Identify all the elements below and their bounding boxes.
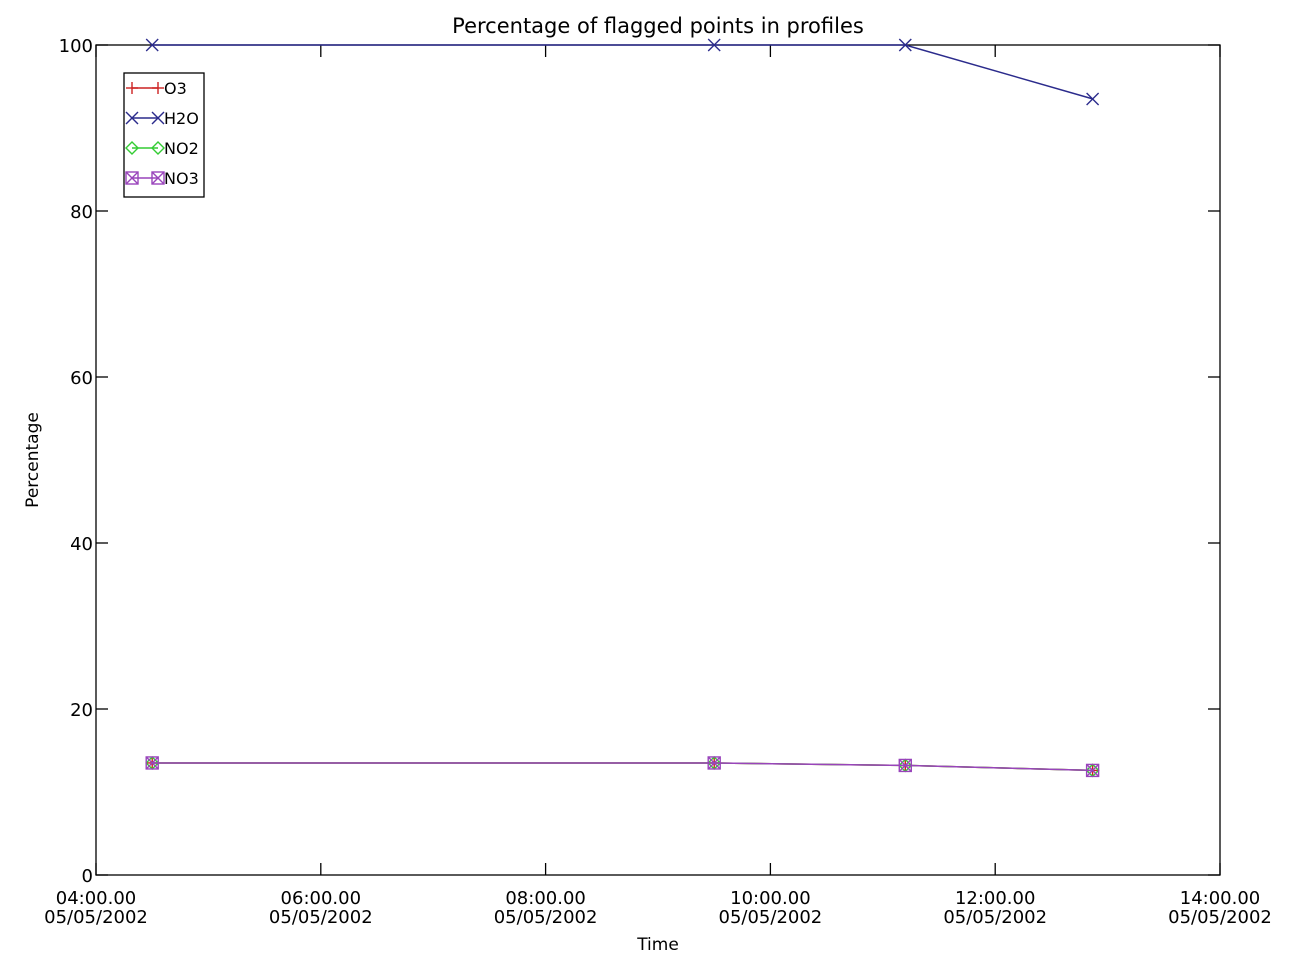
x-tick-date-label: 05/05/2002	[44, 907, 148, 928]
x-tick-date-label: 05/05/2002	[719, 907, 823, 928]
legend-label: H2O	[164, 109, 199, 128]
y-tick-label: 80	[70, 202, 93, 223]
x-ticks: 04:00.0005/05/200206:00.0005/05/200208:0…	[44, 45, 1272, 928]
x-tick-time-label: 04:00.00	[56, 888, 137, 909]
data-point-h2o	[1086, 92, 1100, 106]
legend-marker-right	[151, 141, 165, 155]
legend-marker-left	[125, 171, 139, 185]
data-point-h2o	[707, 38, 721, 52]
y-tick-label: 40	[70, 534, 93, 555]
x-tick-time-label: 10:00.00	[730, 888, 811, 909]
legend-item-h2o: H2O	[125, 109, 199, 128]
x-tick-date-label: 05/05/2002	[1168, 907, 1272, 928]
legend-marker-right	[151, 171, 165, 185]
series-layer	[145, 38, 1100, 778]
legend-item-no2: NO2	[125, 139, 199, 158]
y-tick-label: 0	[82, 866, 93, 887]
x-tick-time-label: 08:00.00	[505, 888, 586, 909]
legend-marker-left	[125, 141, 139, 155]
legend-marker-right	[152, 82, 164, 94]
series-line-no3	[152, 762, 1093, 772]
data-point-no3	[1085, 763, 1100, 778]
data-point-no3	[145, 756, 159, 770]
x-tick-time-label: 12:00.00	[955, 888, 1036, 909]
legend-item-o3: O3	[126, 79, 187, 98]
legend-marker-left	[125, 111, 139, 125]
legend: O3 H2O NO2 NO3	[123, 72, 205, 198]
y-axis-label: Percentage	[23, 412, 43, 508]
y-tick-label: 60	[70, 368, 93, 389]
legend-label: NO2	[164, 139, 199, 158]
y-tick-label: 100	[59, 36, 93, 57]
data-point-h2o	[898, 38, 912, 52]
y-ticks: 0 20 40 60 80 100	[59, 36, 1220, 887]
x-tick-date-label: 05/05/2002	[943, 907, 1047, 928]
chart-title: Percentage of flagged points in profiles	[452, 14, 864, 38]
legend-item-no3: NO3	[125, 169, 199, 188]
legend-marker-right	[151, 111, 165, 125]
y-tick-label: 20	[70, 700, 93, 721]
series-h2o	[145, 38, 1100, 106]
x-tick-time-label: 06:00.00	[281, 888, 362, 909]
legend-label: NO3	[164, 169, 199, 188]
x-tick-date-label: 05/05/2002	[494, 907, 598, 928]
x-tick-time-label: 14:00.00	[1180, 888, 1261, 909]
series-no3	[145, 756, 1100, 778]
data-point-h2o	[145, 38, 159, 52]
series-line-h2o	[152, 44, 1093, 100]
x-axis-label: Time	[636, 935, 679, 955]
legend-label: O3	[164, 79, 187, 98]
legend-marker-left	[126, 82, 138, 94]
data-point-no3	[707, 756, 721, 770]
plot-frame	[95, 44, 1221, 876]
x-tick-date-label: 05/05/2002	[269, 907, 373, 928]
data-point-no3	[898, 758, 912, 773]
